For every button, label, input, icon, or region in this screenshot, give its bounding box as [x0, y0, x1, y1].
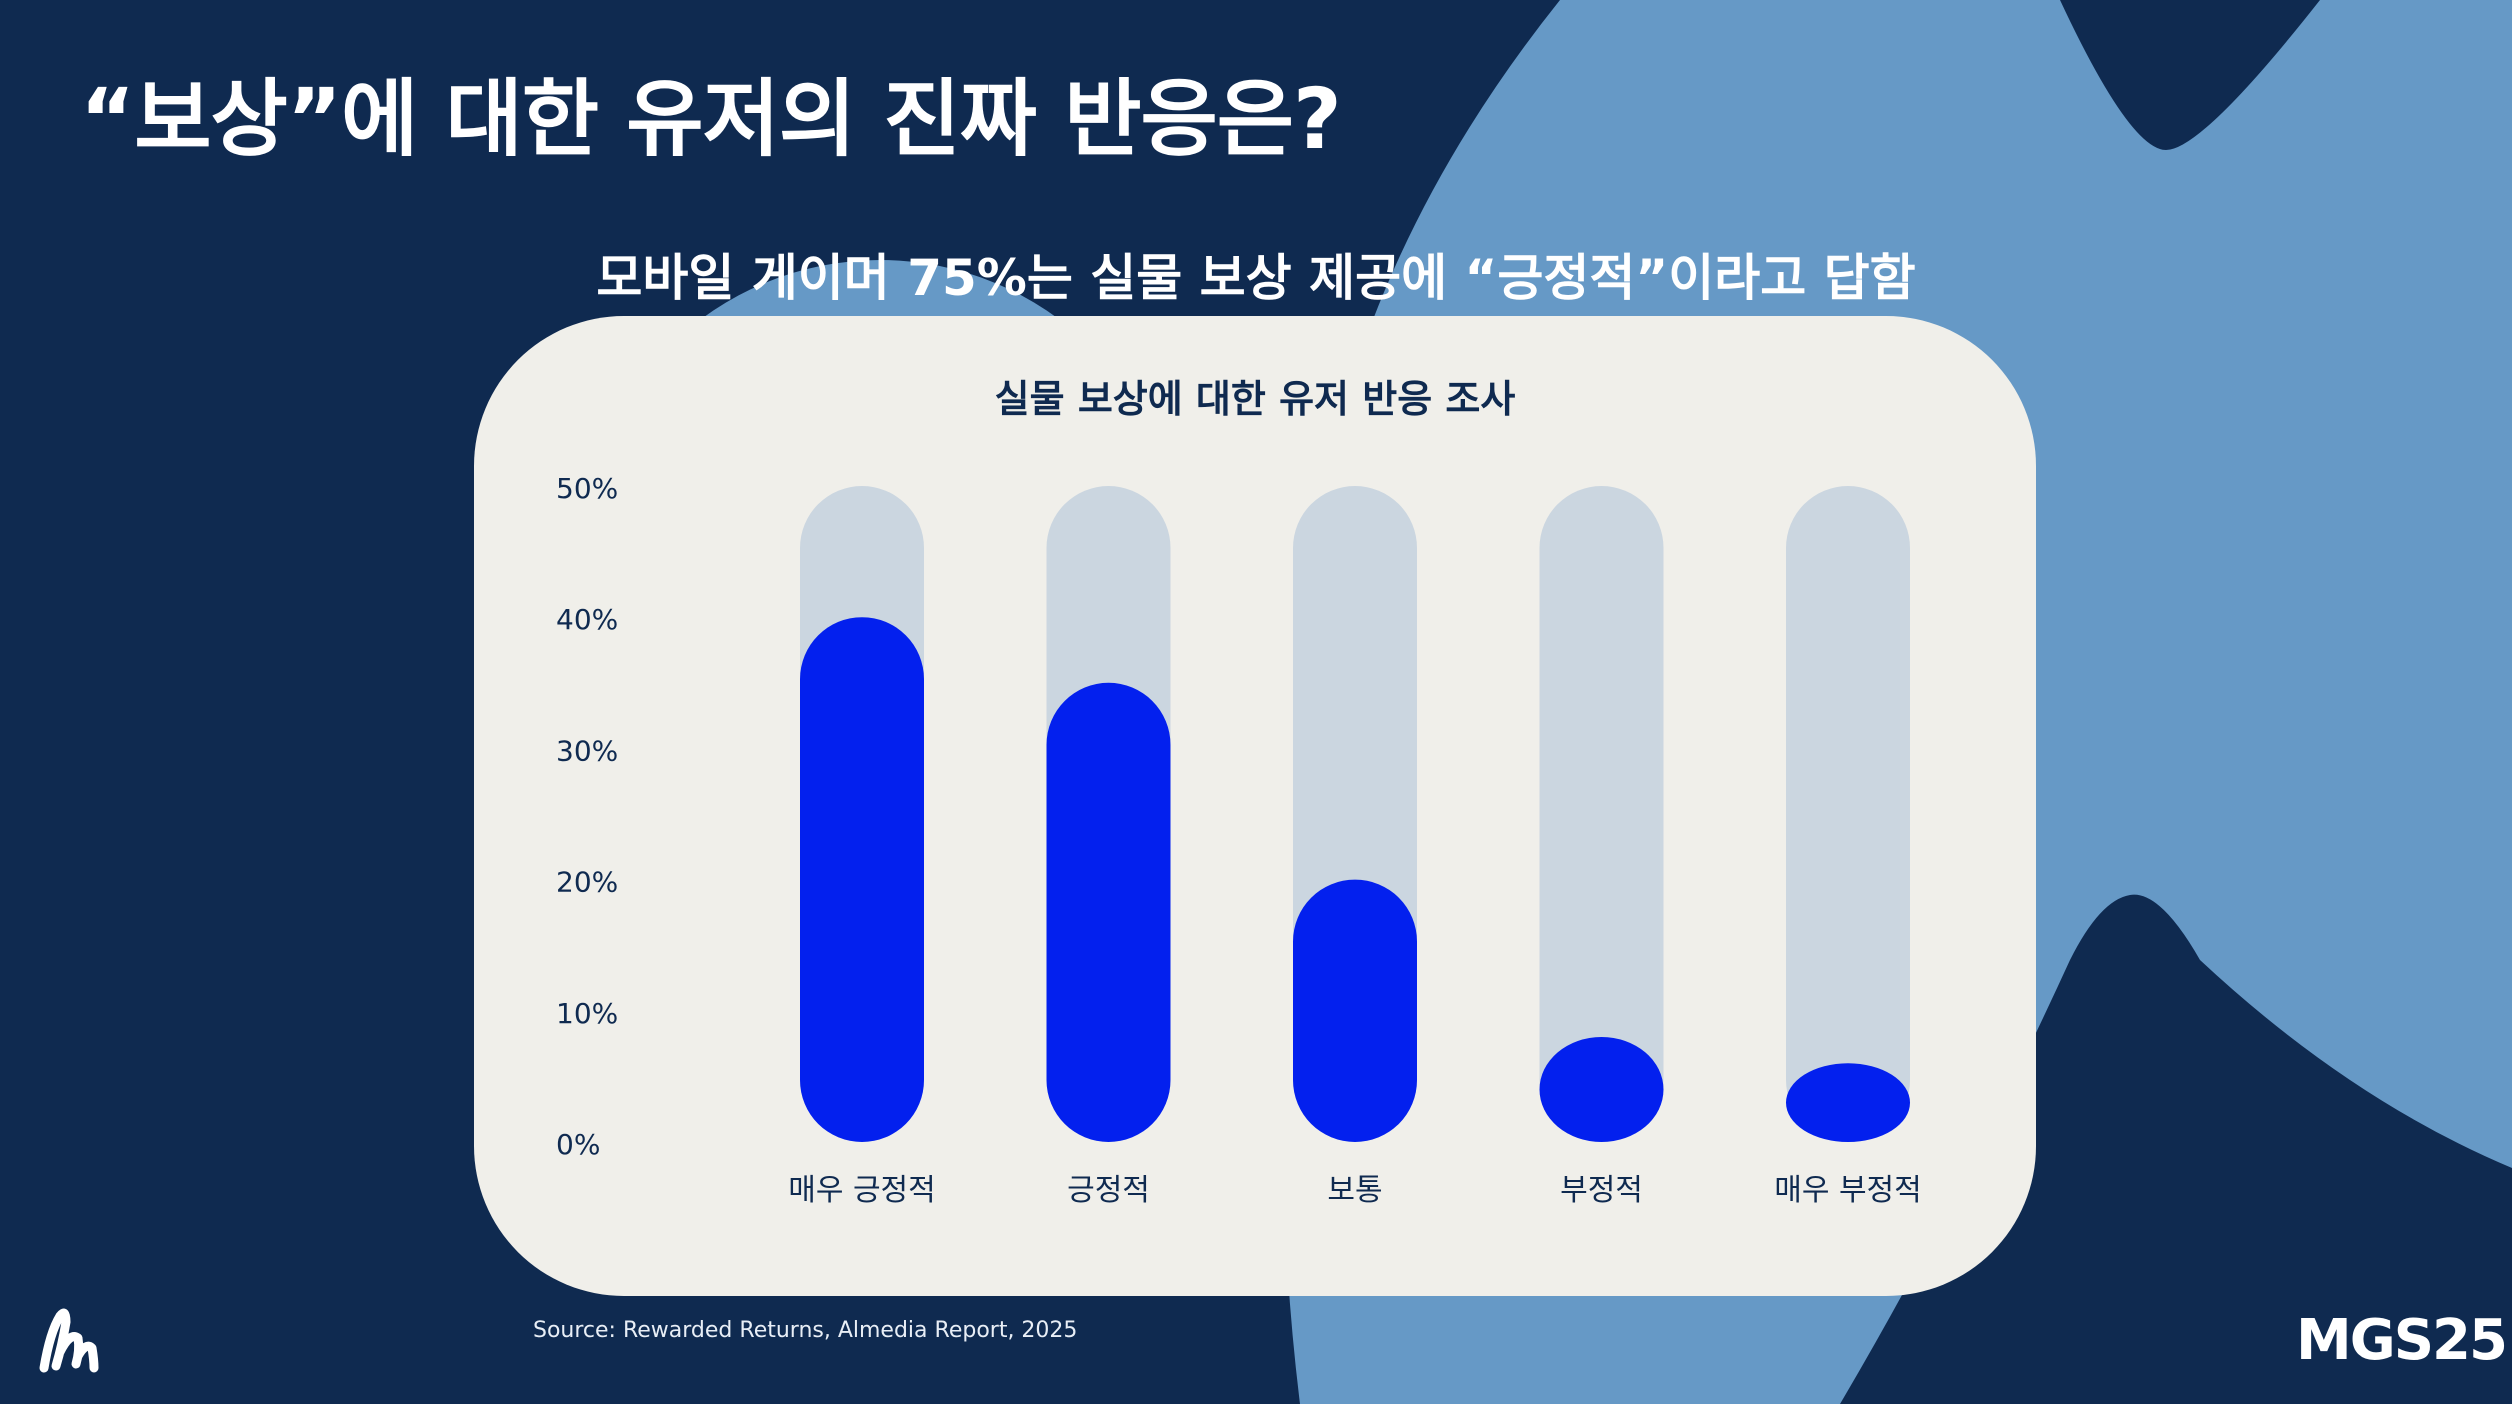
bar-chart: 실물 보상에 대한 유저 반응 조사 0% 10% 20% 30% 40% 50% 매우 긍정… — [556, 377, 1922, 1208]
x-category-label: 매우 긍정적 — [788, 1173, 936, 1208]
y-tick-label: 10% — [556, 997, 618, 1030]
y-tick-label: 20% — [556, 866, 618, 899]
slide-title: “보상”에 대한 유저의 진짜 반응은? — [80, 70, 1342, 168]
x-category-label: 매우 부정적 — [1774, 1173, 1922, 1208]
y-tick-label: 50% — [556, 472, 618, 505]
y-tick-label: 30% — [556, 734, 618, 767]
bar-track — [1786, 486, 1910, 1142]
bar — [800, 617, 924, 1142]
x-category-label: 부정적 — [1560, 1173, 1643, 1208]
mgs25-brand-mark: MGS25 — [2296, 1308, 2508, 1373]
chart-card: 실물 보상에 대한 유저 반응 조사 0% 10% 20% 30% 40% 50% 매우 긍정… — [474, 316, 2036, 1296]
bar-track — [1539, 486, 1664, 1142]
bar — [1293, 879, 1417, 1142]
slide-subtitle: 모바일 게이머 75%는 실물 보상 제공에 “긍정적”이라고 답함 — [596, 249, 1916, 307]
bar — [1539, 1037, 1664, 1142]
source-note: Source: Rewarded Returns, Almedia Report… — [533, 1318, 1078, 1343]
x-category-label: 보통 — [1327, 1173, 1382, 1208]
y-tick-label: 40% — [556, 603, 618, 636]
bar — [1786, 1063, 1910, 1142]
x-category-label: 긍정적 — [1067, 1173, 1150, 1208]
y-tick-label: 0% — [556, 1128, 600, 1161]
chart-title: 실물 보상에 대한 유저 반응 조사 — [995, 377, 1516, 421]
bar — [1046, 682, 1171, 1142]
stylized-m-logo-icon — [39, 1308, 99, 1373]
